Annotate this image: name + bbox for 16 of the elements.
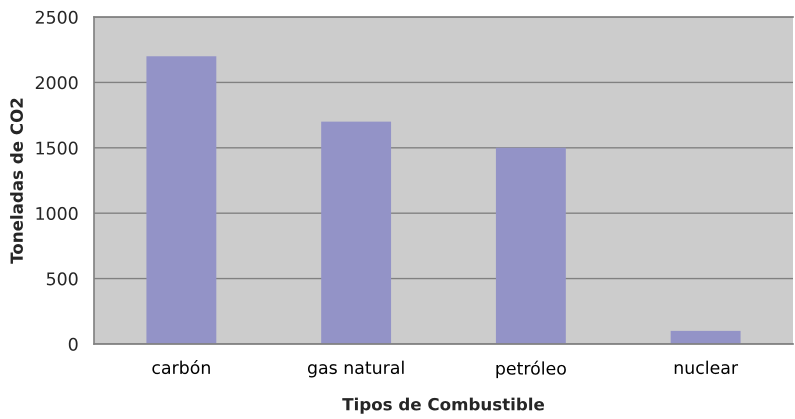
- y-tick-label: 1500: [36, 142, 78, 155]
- x-tick-label: carbón: [152, 360, 210, 374]
- x-tick-label: petróleo: [496, 360, 566, 378]
- bar: [496, 148, 566, 344]
- bar: [146, 56, 216, 344]
- y-tick-label: 2500: [36, 10, 78, 24]
- bar: [670, 330, 741, 344]
- y-tick-label: 0: [68, 338, 78, 351]
- y-tick-label: 2000: [36, 76, 78, 90]
- x-axis-title: Tipos de Combustible: [342, 398, 544, 414]
- x-tick-label: gas natural: [308, 360, 404, 378]
- y-tick-label: 1000: [36, 206, 78, 220]
- x-tick-label: nuclear: [674, 360, 738, 374]
- y-tick-label: 500: [46, 272, 78, 286]
- bar: [321, 122, 392, 344]
- y-axis-title: Toneladas de CO2: [10, 98, 23, 264]
